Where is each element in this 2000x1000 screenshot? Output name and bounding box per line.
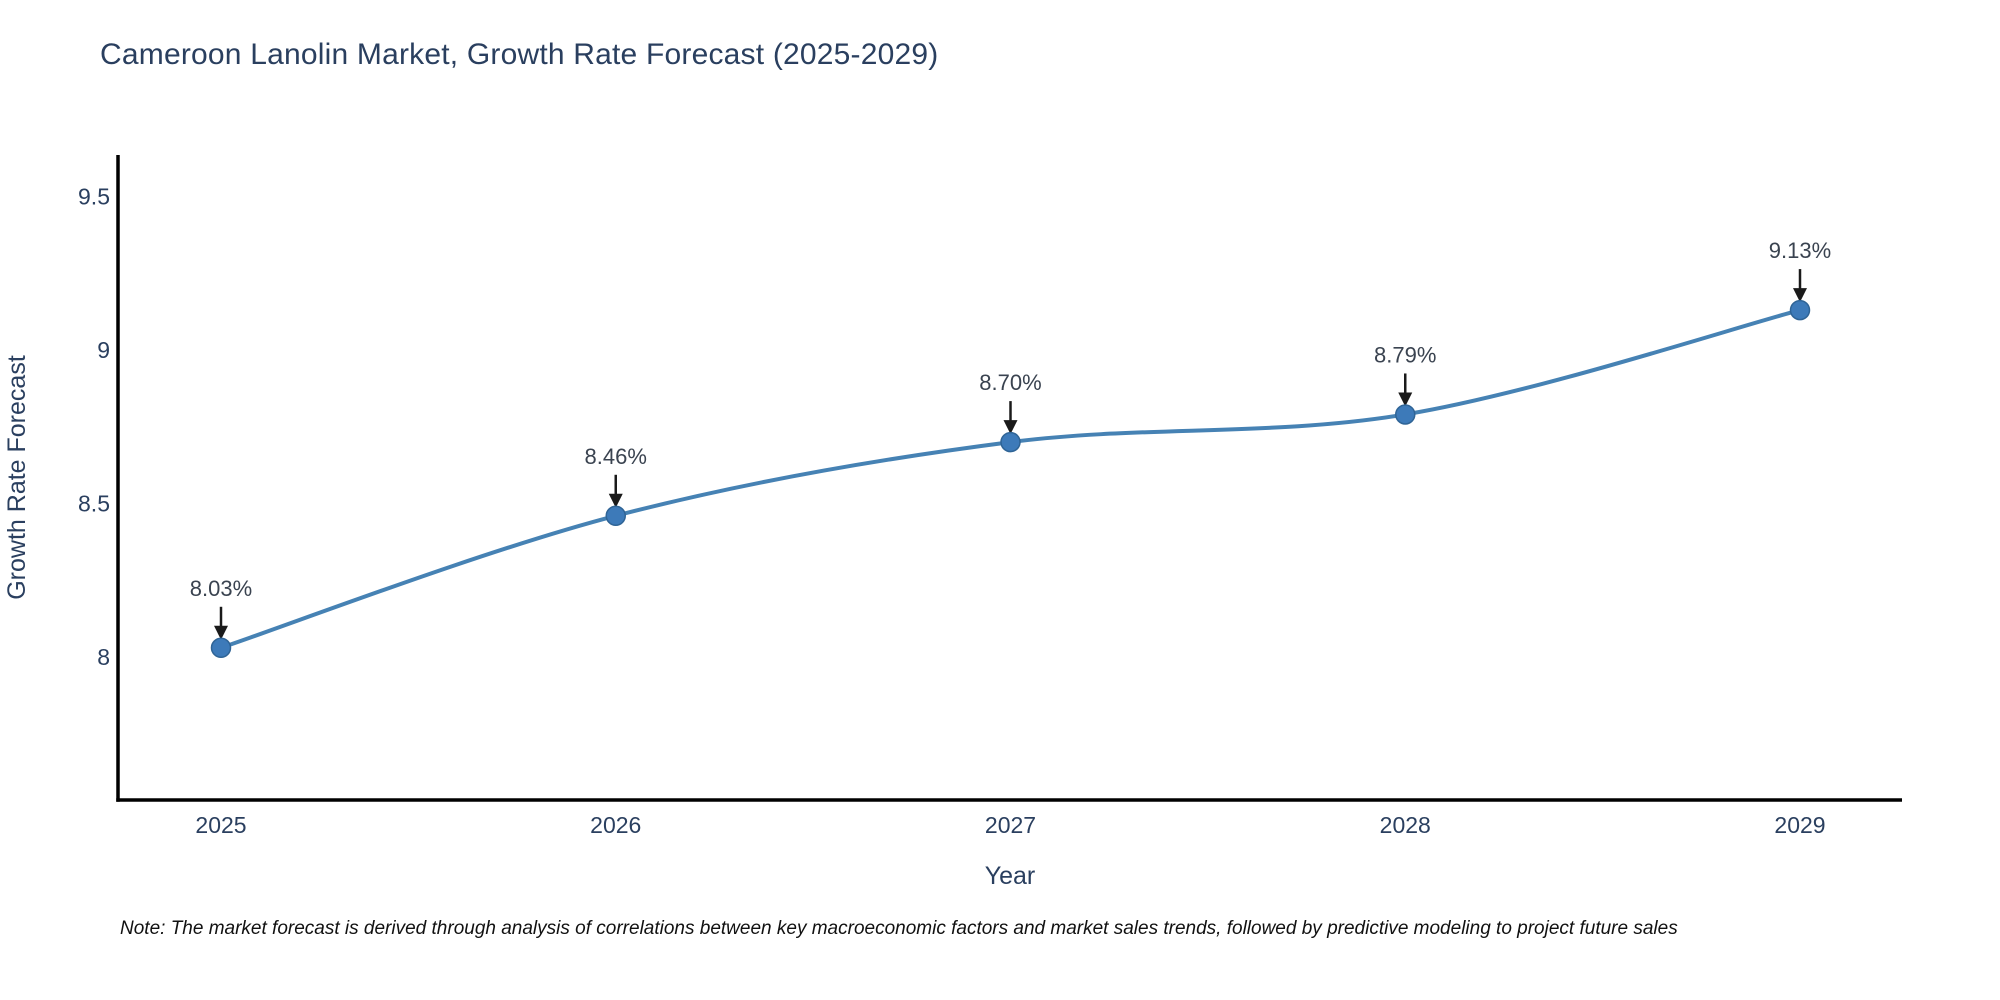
annotation-arrowhead (1793, 288, 1807, 303)
annotation-arrowhead (1003, 420, 1018, 435)
point-annotation-label: 8.03% (190, 576, 252, 601)
y-tick-label: 9 (97, 337, 110, 363)
x-tick-label: 2026 (590, 812, 641, 838)
point-annotation-label: 9.13% (1769, 238, 1831, 263)
footnote: Note: The market forecast is derived thr… (120, 918, 1678, 939)
annotation-arrowhead (1398, 392, 1413, 407)
x-tick-label: 2028 (1380, 812, 1431, 838)
y-tick-label: 9.5 (78, 184, 110, 210)
y-tick-label: 8.5 (78, 491, 110, 517)
y-axis-title: Growth Rate Forecast (3, 355, 31, 600)
data-point-marker[interactable] (1000, 431, 1021, 453)
point-annotation-label: 8.79% (1374, 342, 1436, 367)
data-point-marker[interactable] (1395, 404, 1416, 425)
series-line (219, 308, 1802, 650)
annotation-arrowhead (608, 493, 623, 508)
x-tick-label: 2029 (1774, 812, 1825, 838)
data-point-marker[interactable] (1789, 299, 1811, 321)
x-tick-label: 2025 (195, 812, 246, 838)
y-tick-label: 8 (97, 644, 110, 670)
annotation-arrowhead (214, 625, 228, 640)
x-tick-label: 2027 (985, 812, 1036, 838)
data-point-marker[interactable] (605, 505, 626, 527)
data-point-marker[interactable] (210, 637, 232, 659)
chart-title: Cameroon Lanolin Market, Growth Rate For… (100, 38, 939, 71)
x-axis-title: Year (985, 862, 1036, 890)
point-annotation-label: 8.70% (979, 370, 1041, 395)
point-annotation-label: 8.46% (585, 444, 647, 469)
